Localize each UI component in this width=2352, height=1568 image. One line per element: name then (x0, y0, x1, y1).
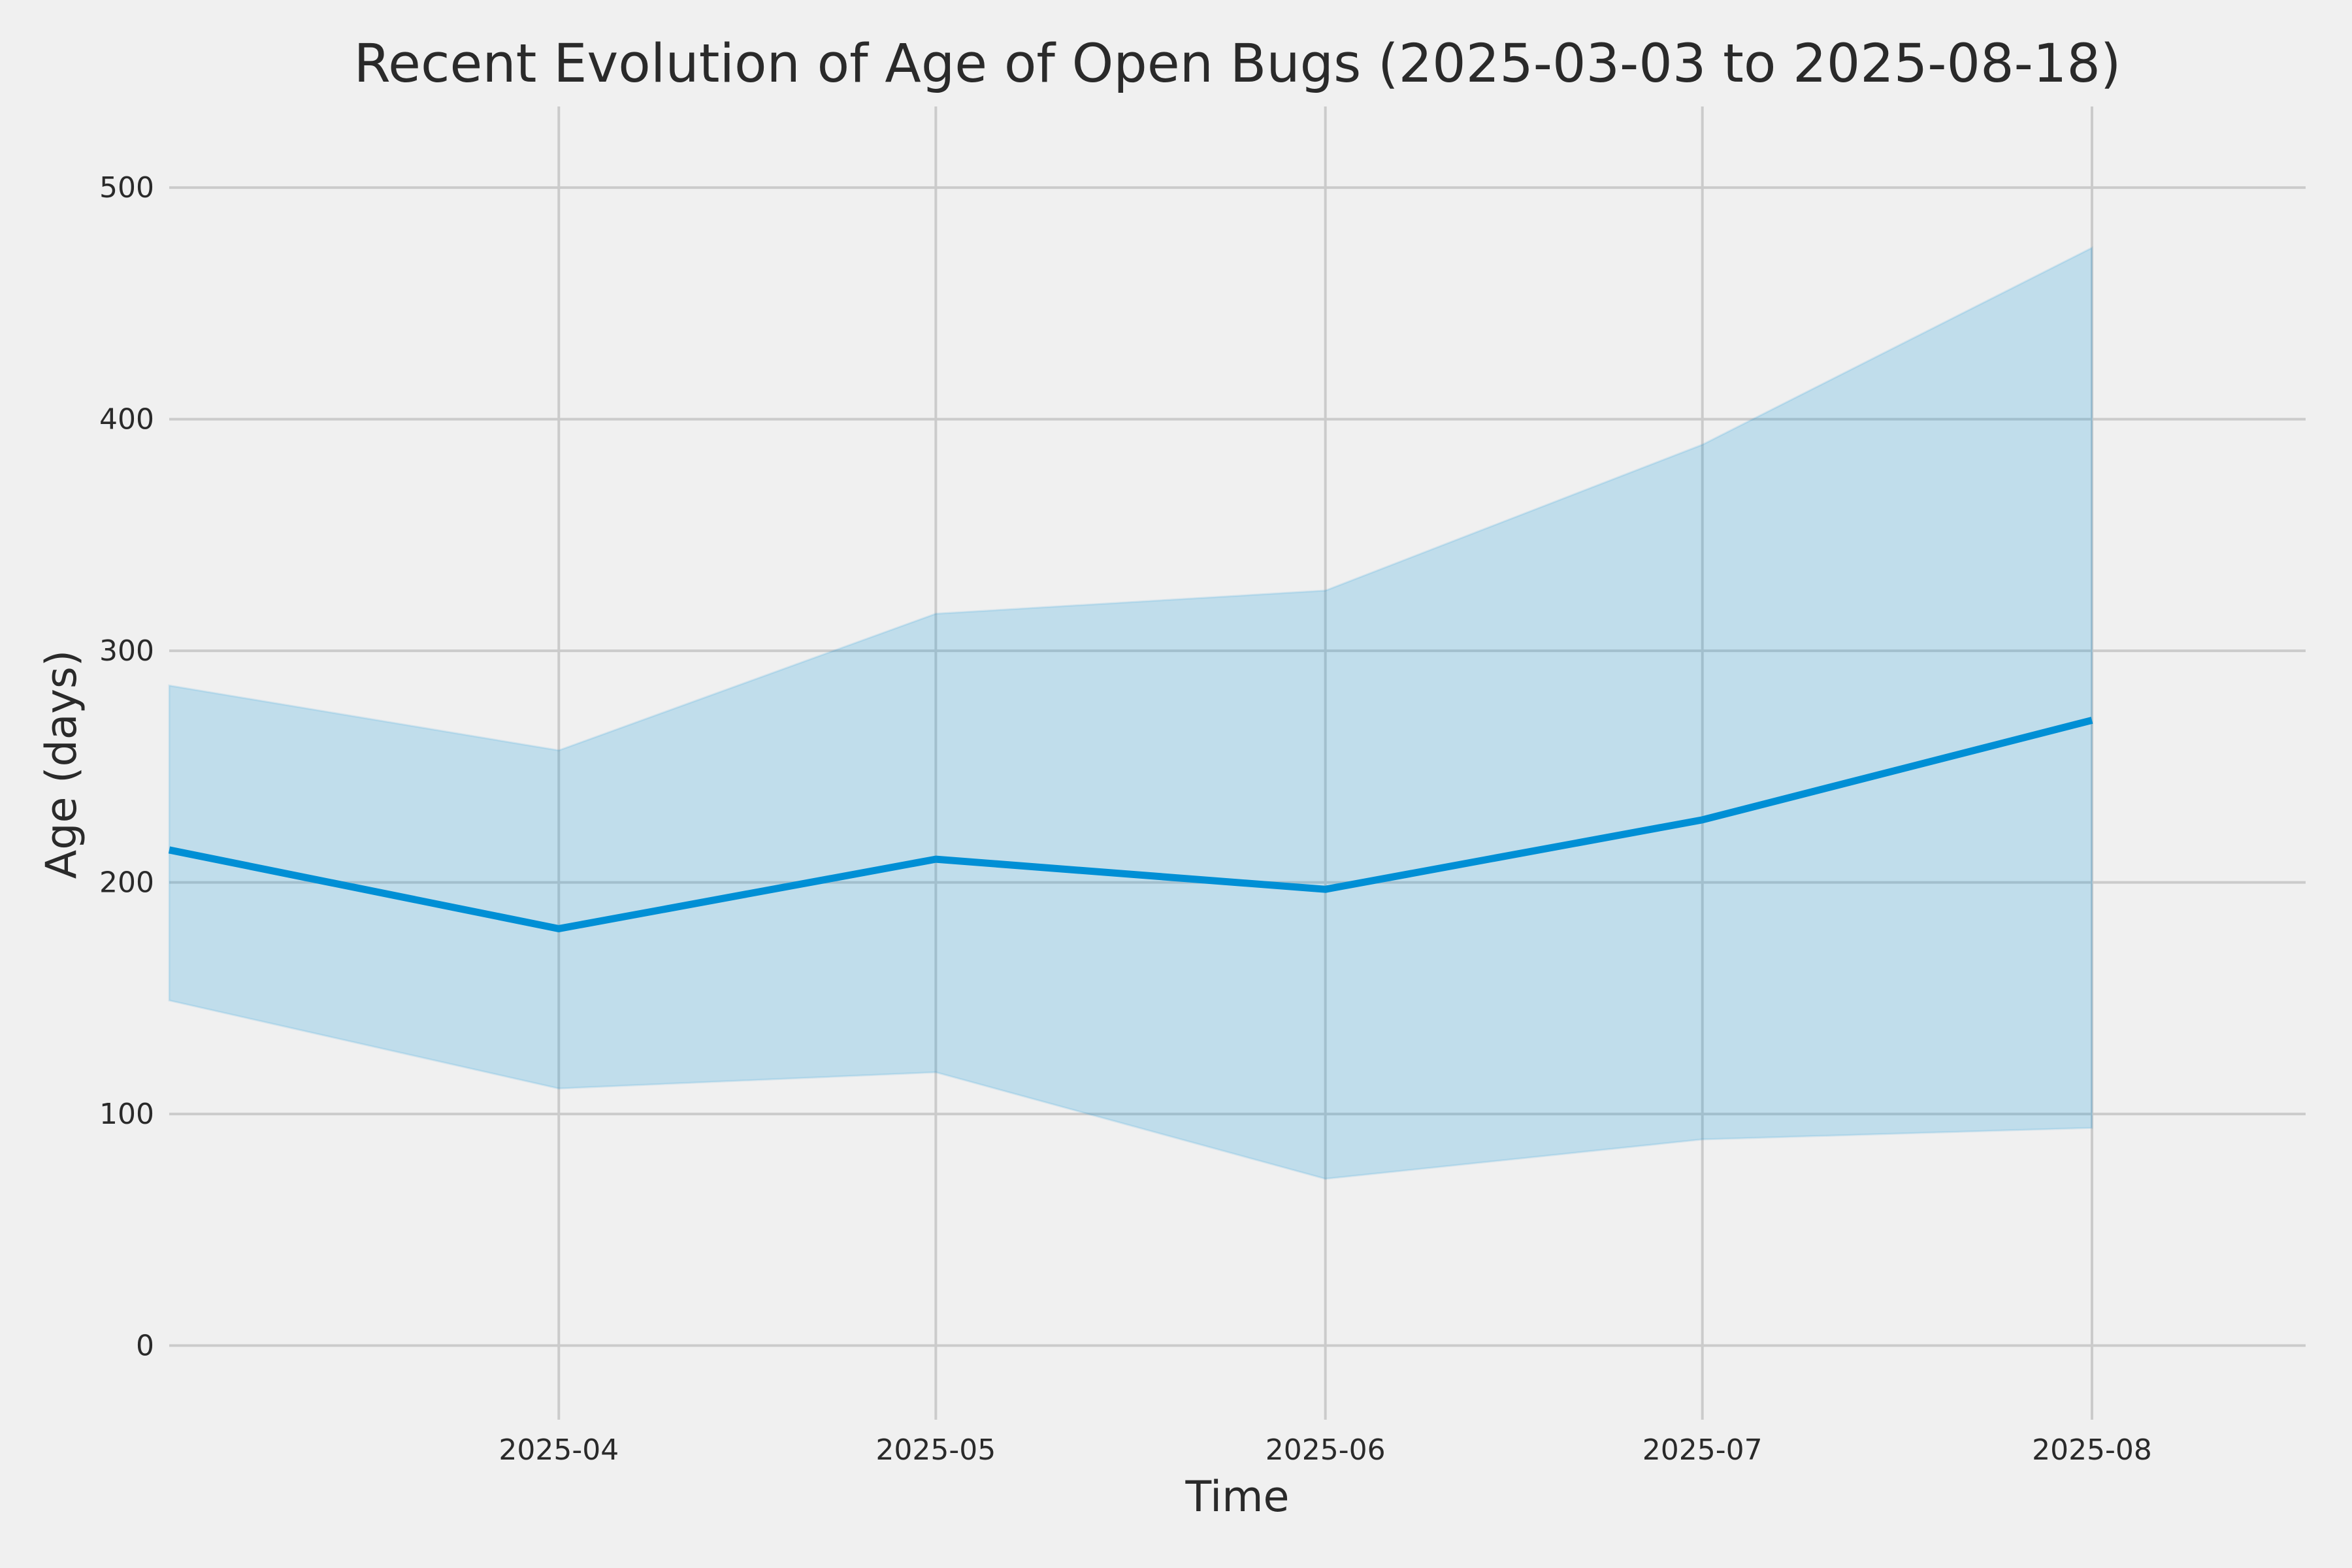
y-tick-label: 400 (99, 403, 154, 436)
y-tick-label: 0 (136, 1330, 154, 1363)
confidence-band (168, 246, 2093, 1180)
x-tick-label: 2025-05 (875, 1433, 996, 1467)
y-tick-label: 200 (99, 866, 154, 900)
y-tick-label: 300 (99, 634, 154, 668)
series-layer (168, 717, 2093, 932)
chart-title: Recent Evolution of Age of Open Bugs (20… (354, 33, 2121, 95)
x-tick-label: 2025-04 (498, 1433, 619, 1467)
y-axis-label: Age (days) (37, 650, 86, 879)
x-axis-label: Time (1184, 1473, 1289, 1522)
x-tick-label: 2025-07 (1642, 1433, 1763, 1467)
x-tick-label: 2025-06 (1266, 1433, 1386, 1467)
series-line (168, 717, 2093, 932)
y-tick-label: 100 (99, 1098, 154, 1131)
confidence-band-layer (168, 246, 2093, 1180)
y-tick-label: 500 (99, 171, 154, 204)
tick-labels: 0 100 200 300 400 500 2025-04 2025-05 2025-06 202… (99, 171, 2152, 1467)
x-tick-label: 2025-08 (2032, 1433, 2152, 1467)
